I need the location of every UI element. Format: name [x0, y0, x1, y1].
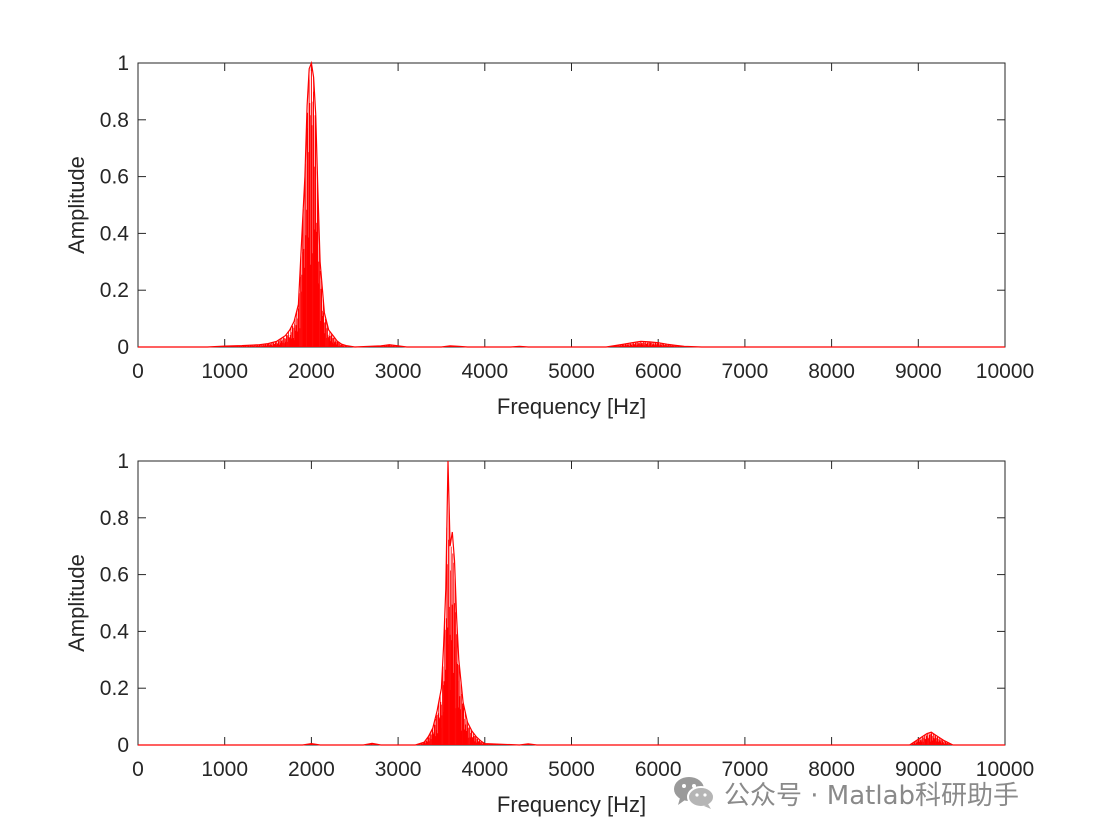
- spectrum-fill: [302, 503, 953, 745]
- y-tick-label: 0.8: [100, 507, 129, 530]
- x-tick-label: 8000: [808, 758, 855, 781]
- x-tick-label: 1000: [201, 758, 248, 781]
- x-tick-label: 0: [132, 758, 144, 781]
- chart-panel-1: 0 1000 2000 3000 4000 5000 6000 7000 8000 9000 100…: [64, 52, 1034, 419]
- x-tick-label: 6000: [635, 758, 682, 781]
- series-line-1: [138, 460, 1005, 746]
- y-tick-label: 0.6: [100, 166, 129, 189]
- x-tick-label: 7000: [722, 758, 769, 781]
- x-tick-label: 3000: [375, 758, 422, 781]
- x-tick-label: 3000: [375, 360, 422, 383]
- y-tick-label: 1: [117, 52, 129, 75]
- x-tick-label: 1000: [201, 360, 248, 383]
- y-tick-label: 0.8: [100, 109, 129, 132]
- x-tick-label: 8000: [808, 360, 855, 383]
- y-tick-label: 0.2: [100, 279, 129, 302]
- x-tick-label: 5000: [548, 360, 595, 383]
- x-tick-label: 6000: [635, 360, 682, 383]
- wechat-icon: [674, 777, 715, 809]
- watermark: 公众号 · Matlab科研助手: [672, 773, 1019, 813]
- y-tick-label: 0: [117, 336, 129, 359]
- spectrum-fill: [208, 65, 700, 347]
- y-axis-label: Amplitude: [64, 156, 89, 254]
- y-tick-label: 0.4: [100, 620, 130, 643]
- x-tick-label: 10000: [976, 360, 1034, 383]
- x-tick-label: 10000: [976, 758, 1034, 781]
- y-tick-label: 0: [117, 734, 129, 757]
- x-tick-label: 4000: [461, 360, 508, 383]
- x-axis-label: Frequency [Hz]: [497, 394, 646, 419]
- x-tick-label: 9000: [895, 758, 942, 781]
- y-axis-label: Amplitude: [64, 554, 89, 652]
- y-tick-label: 0.2: [100, 677, 129, 700]
- chart-panel-2: 0 1000 2000 3000 4000 5000 6000 7000 8000 9000 100…: [64, 450, 1034, 817]
- x-axis-label: Frequency [Hz]: [497, 792, 646, 817]
- y-tick-label: 1: [117, 450, 129, 473]
- x-tick-label: 9000: [895, 360, 942, 383]
- plot-area: [137, 460, 1006, 746]
- x-tick-label: 2000: [288, 758, 335, 781]
- x-tick-label: 4000: [461, 758, 508, 781]
- y-tick-label: 0.6: [100, 564, 129, 587]
- watermark-text: 公众号 · Matlab科研助手: [724, 780, 1020, 811]
- x-tick-label: 0: [132, 360, 144, 383]
- x-tick-label: 5000: [548, 758, 595, 781]
- plot-area: [137, 62, 1006, 348]
- y-tick-label: 0.4: [100, 222, 130, 245]
- x-tick-label: 7000: [722, 360, 769, 383]
- x-tick-label: 2000: [288, 360, 335, 383]
